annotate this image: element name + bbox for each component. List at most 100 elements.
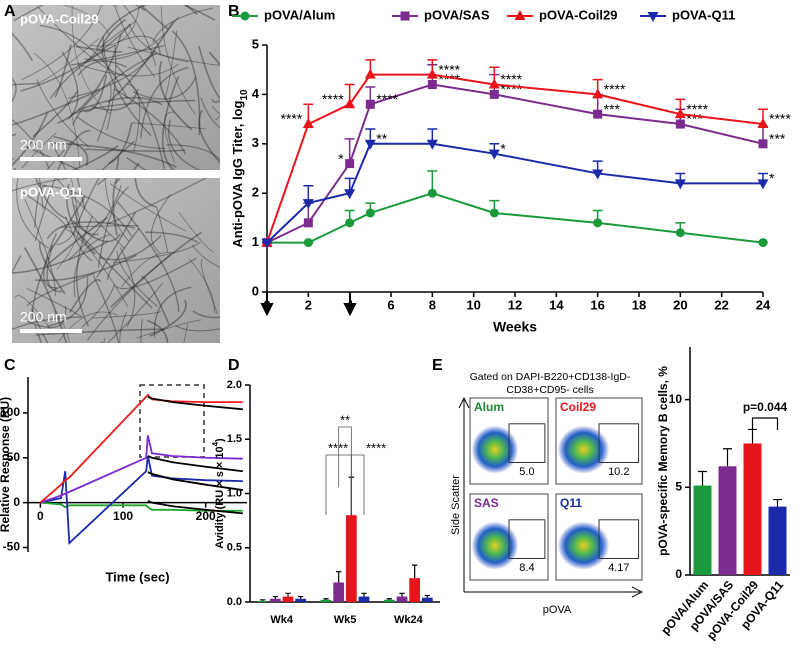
gate-value: 8.4 bbox=[519, 562, 534, 574]
fiber bbox=[12, 240, 109, 274]
marker bbox=[758, 238, 768, 248]
marker bbox=[365, 208, 375, 218]
y-tick-label: 0.5 bbox=[227, 542, 242, 554]
error-bar bbox=[424, 594, 431, 598]
fiber bbox=[26, 272, 96, 307]
series-line bbox=[147, 395, 243, 411]
fiber bbox=[117, 35, 161, 56]
significance: *** bbox=[604, 101, 621, 117]
scale-label: 200 nm bbox=[20, 309, 67, 325]
x-tick-label: 20 bbox=[673, 297, 687, 312]
bar bbox=[333, 582, 345, 602]
fiber bbox=[31, 256, 50, 319]
fiber bbox=[23, 247, 68, 343]
x-tick-label: 2 bbox=[305, 297, 312, 312]
marker bbox=[489, 89, 499, 99]
fiber bbox=[112, 241, 201, 264]
fiber bbox=[106, 282, 164, 343]
fiber bbox=[109, 183, 186, 232]
fiber bbox=[102, 5, 146, 12]
fiber bbox=[131, 122, 207, 130]
fiber bbox=[53, 135, 89, 166]
significance: **** bbox=[769, 111, 791, 127]
x-tick-label: 24 bbox=[756, 297, 771, 312]
marker bbox=[593, 218, 603, 228]
fiber bbox=[211, 105, 220, 116]
flow-label: SAS bbox=[474, 496, 499, 510]
fiber bbox=[164, 111, 176, 164]
fiber bbox=[32, 90, 79, 138]
fiber bbox=[192, 310, 220, 319]
y-tick-label: 4 bbox=[252, 86, 260, 101]
micrographs: pOVA-Coil29 pOVA-Q11 200 nm 200 nm bbox=[12, 5, 220, 343]
x-tick-label: Wk24 bbox=[394, 614, 424, 626]
marker bbox=[427, 188, 437, 198]
x-tick-label: 12 bbox=[508, 297, 522, 312]
panel-label: E bbox=[432, 357, 443, 374]
y-axis-label-part: Relative Response (RU) bbox=[0, 397, 12, 532]
fiber bbox=[102, 36, 152, 137]
fiber bbox=[12, 255, 22, 275]
fiber bbox=[146, 319, 169, 343]
fiber bbox=[141, 275, 170, 326]
fiber bbox=[14, 295, 53, 332]
fiber bbox=[77, 96, 163, 112]
fiber bbox=[75, 45, 123, 53]
fiber bbox=[87, 253, 172, 341]
y-tick-label: 1.0 bbox=[227, 487, 242, 499]
fiber bbox=[158, 61, 193, 131]
fiber bbox=[140, 319, 143, 343]
fiber bbox=[134, 178, 158, 209]
y-axis-label-part: Anti-pOVA IgG Titer, log bbox=[230, 100, 245, 247]
fiber bbox=[70, 44, 165, 66]
fiber bbox=[61, 51, 79, 120]
bar bbox=[409, 578, 421, 602]
significance: *** bbox=[769, 131, 786, 147]
y-tick-label: 0 bbox=[13, 495, 20, 509]
fiber bbox=[76, 178, 86, 210]
fiber bbox=[57, 129, 91, 170]
immunization-arrows bbox=[260, 293, 357, 317]
legend-marker bbox=[400, 11, 410, 21]
x-tick-label: 10 bbox=[466, 297, 480, 312]
legend-marker bbox=[514, 10, 526, 20]
fiber bbox=[96, 82, 112, 142]
x-tick-label: 16 bbox=[590, 297, 604, 312]
fiber bbox=[198, 45, 220, 100]
fiber bbox=[39, 184, 133, 237]
error-bar bbox=[386, 598, 393, 600]
fiber bbox=[58, 311, 118, 343]
fiber bbox=[110, 231, 202, 308]
fiber bbox=[56, 204, 80, 270]
significance: **** bbox=[438, 61, 460, 77]
fiber bbox=[127, 83, 141, 152]
y-tick-label: -50 bbox=[3, 540, 21, 554]
fiber bbox=[128, 23, 189, 63]
marker bbox=[302, 199, 314, 210]
y-axis-label-part: ) bbox=[214, 438, 226, 442]
fiber bbox=[26, 146, 81, 170]
flow-xlabel: pOVA bbox=[543, 604, 572, 616]
y-axis-label-part: Avidity (RU × s × 10 bbox=[214, 446, 226, 548]
gate bbox=[598, 519, 640, 559]
fiber bbox=[12, 88, 101, 126]
fiber bbox=[122, 5, 157, 66]
x-tick-label: 0 bbox=[263, 297, 270, 312]
fiber bbox=[12, 112, 49, 167]
fiber bbox=[114, 257, 197, 290]
error-bar bbox=[285, 592, 291, 597]
x-tick-label: 6 bbox=[387, 297, 394, 312]
fiber bbox=[178, 212, 214, 253]
fiber bbox=[35, 328, 165, 336]
marker bbox=[593, 109, 603, 119]
y-axis-label: Avidity (RU × s × 104) bbox=[211, 438, 226, 549]
fiber bbox=[183, 323, 189, 343]
legend-label: pOVA-Coil29 bbox=[539, 7, 618, 22]
fiber bbox=[21, 5, 103, 81]
significance: **** bbox=[500, 71, 522, 87]
fiber bbox=[65, 183, 96, 255]
fiber bbox=[55, 178, 126, 249]
fiber bbox=[104, 178, 130, 243]
fiber bbox=[76, 231, 153, 309]
